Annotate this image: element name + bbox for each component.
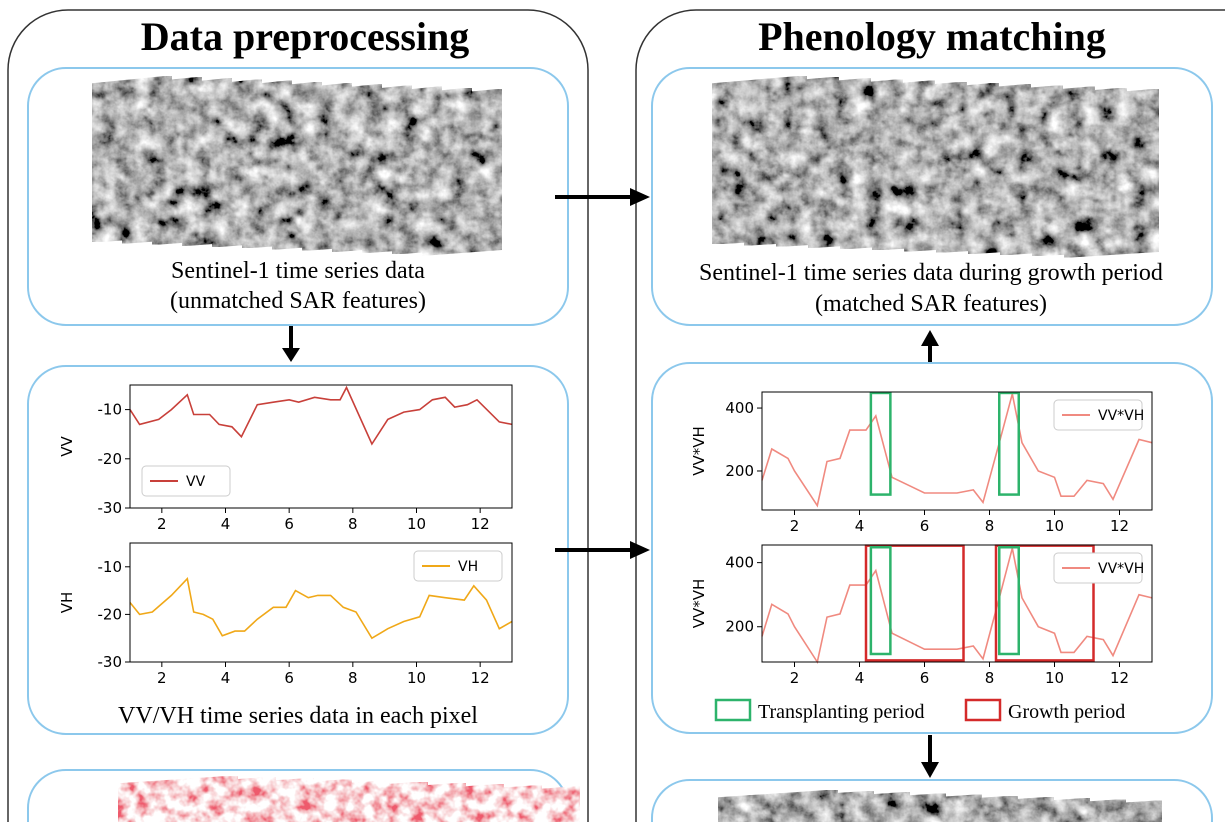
x-tick-label: 8: [348, 515, 358, 533]
highlight: [998, 545, 1020, 656]
y-tick-label: 400: [725, 554, 754, 572]
panel-right: [635, 9, 1225, 822]
line: [761, 393, 1153, 508]
sar-frame: [459, 785, 581, 822]
x-tick-label: 10: [1045, 669, 1064, 687]
y-tick-label: 200: [725, 462, 754, 480]
y-axis-label: VH: [58, 592, 76, 614]
sar-frame: [421, 88, 503, 257]
plot-frame: [761, 391, 1153, 511]
plot-frame: [761, 544, 1153, 663]
legend-label: VH: [458, 559, 478, 575]
x-tick-label: 12: [471, 515, 490, 533]
x-tick-label: 8: [985, 517, 995, 535]
x-tick-label: 12: [1110, 669, 1129, 687]
x-tick-label: 12: [471, 669, 490, 687]
x-tick-label: 6: [284, 669, 294, 687]
y-axis-label: VV*VH: [690, 579, 708, 629]
x-tick-label: 10: [407, 515, 426, 533]
arrowheads: [282, 188, 939, 778]
box: [651, 362, 1213, 734]
y-tick-label: -10: [98, 558, 123, 576]
legend-label: Growth period: [1008, 701, 1125, 723]
x-tick-label: 10: [1045, 517, 1064, 535]
legend-box: [1053, 552, 1143, 584]
line: [129, 577, 513, 640]
x-tick-label: 6: [920, 517, 930, 535]
arrowhead: [282, 348, 300, 362]
x-tick-label: 6: [920, 669, 930, 687]
panel-title: Phenology matching: [758, 14, 1106, 59]
highlight: [869, 391, 892, 496]
caption: Sentinel-1 time series data: [171, 258, 425, 284]
line: [761, 547, 1153, 665]
legend-box: [1053, 399, 1143, 431]
x-tick-label: 2: [157, 669, 167, 687]
plot-frame: [129, 384, 513, 509]
x-tick-label: 2: [790, 517, 800, 535]
legend-box: [141, 465, 231, 497]
caption: VV/VH time series data in each pixel: [118, 703, 478, 729]
legend-swatch: [714, 698, 752, 722]
y-tick-label: 200: [725, 618, 754, 636]
y-tick-label: -20: [98, 605, 123, 623]
x-tick-label: 4: [855, 517, 865, 535]
arrows: [289, 195, 932, 765]
chart: 2 4 6 8 10 12 -10 -20 -30 VH VH: [58, 542, 513, 687]
x-tick-label: 8: [985, 669, 995, 687]
chart: 2 4 6 8 10 12 -10 -20 -30 VV VV: [58, 384, 513, 533]
panel-left: [7, 9, 589, 822]
box: [651, 67, 1213, 326]
arrowhead: [630, 541, 650, 559]
image-stacks: [91, 75, 1163, 822]
legend-box: [413, 550, 503, 582]
highlight: [998, 391, 1020, 496]
caption: (unmatched SAR features): [170, 288, 426, 314]
legend-label: Transplanting period: [758, 701, 924, 723]
y-axis-label: VV*VH: [690, 426, 708, 476]
box: [651, 779, 1213, 822]
highlight: [994, 544, 1095, 662]
caption: Sentinel-1 time series data during growt…: [699, 260, 1163, 286]
y-tick-label: -10: [98, 401, 123, 419]
x-tick-label: 4: [221, 515, 231, 533]
x-tick-label: 4: [221, 669, 231, 687]
legend-label: VV*VH: [1098, 408, 1144, 424]
x-tick-label: 2: [157, 515, 167, 533]
highlight: [869, 545, 892, 656]
chart: 2 4 6 8 10 12 200 400 VV*VH VV*VH: [690, 391, 1153, 535]
plot-frame: [129, 542, 513, 663]
arrowhead: [921, 330, 939, 346]
legend-swatch: [964, 698, 1002, 722]
y-axis-label: VV: [58, 436, 76, 457]
x-tick-label: 4: [855, 669, 865, 687]
arrowhead: [921, 762, 939, 778]
x-tick-label: 12: [1110, 517, 1129, 535]
sar-frame: [1041, 799, 1163, 822]
arrowhead: [630, 188, 650, 206]
panel-title: Data preprocessing: [141, 14, 470, 59]
line: [129, 385, 513, 446]
legend-label: VV: [186, 474, 206, 490]
legend-label: VV*VH: [1098, 561, 1144, 577]
highlight: [864, 544, 965, 662]
x-tick-label: 6: [284, 515, 294, 533]
y-tick-label: -30: [98, 653, 123, 671]
chart: 2 4 6 8 10 12 200 400 VV*VH VV*VH: [690, 544, 1153, 687]
y-tick-label: 400: [725, 399, 754, 417]
x-tick-label: 10: [407, 669, 426, 687]
caption: (matched SAR features): [815, 291, 1047, 317]
x-tick-label: 2: [790, 669, 800, 687]
x-tick-label: 8: [348, 669, 358, 687]
y-tick-label: -20: [98, 450, 123, 468]
sar-frame: [1063, 88, 1160, 258]
y-tick-label: -30: [98, 499, 123, 517]
